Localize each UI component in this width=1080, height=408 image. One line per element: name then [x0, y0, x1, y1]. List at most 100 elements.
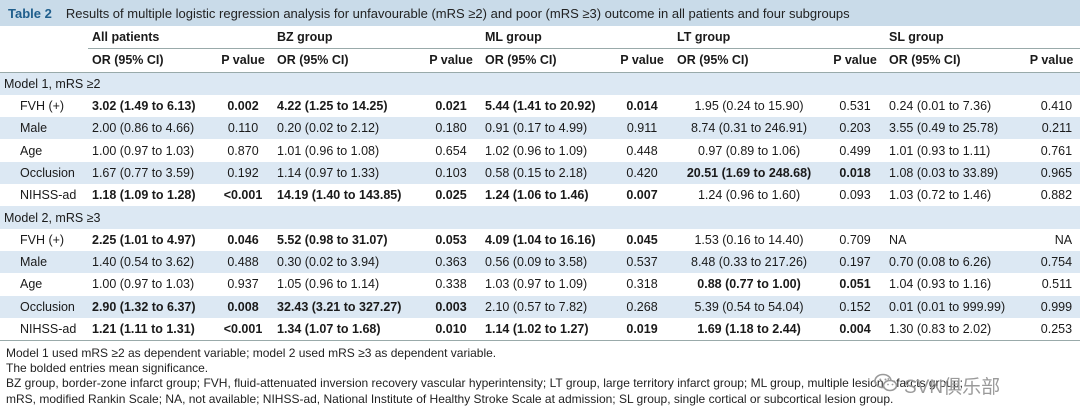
or-cell: 0.01 (0.01 to 999.99) — [885, 295, 1024, 318]
or-cell: 3.02 (1.49 to 6.13) — [92, 99, 196, 114]
or-cell: 1.08 (0.03 to 33.89) — [885, 161, 1024, 185]
p-value-cell: 0.448 — [626, 143, 658, 158]
p-column-header: P value — [421, 48, 482, 73]
group-header: LT group — [673, 26, 886, 50]
p-value-cell: 0.318 — [626, 277, 658, 292]
or-column-header: OR (95% CI) — [481, 48, 612, 73]
or-cell: 1.14 (1.02 to 1.27) — [481, 317, 612, 342]
or-cell: 1.95 (0.24 to 15.90) — [694, 99, 804, 114]
or-cell: 0.70 (0.08 to 6.26) — [885, 250, 1024, 274]
p-value-cell: 0.110 — [213, 117, 273, 140]
p-column-header: P value — [213, 48, 273, 73]
variable-label: Occlusion — [0, 161, 88, 185]
or-cell: 1.01 (0.96 to 1.08) — [277, 143, 380, 158]
or-cell: 1.40 (0.54 to 3.62) — [88, 250, 213, 274]
p-value-cell: 0.025 — [435, 188, 467, 203]
or-cell: 20.51 (1.69 to 248.68) — [673, 161, 826, 185]
or-cell: 1.02 (0.96 to 1.09) — [485, 143, 588, 158]
p-value-cell: 0.268 — [611, 295, 674, 318]
p-value-cell: 0.537 — [611, 250, 674, 274]
or-cell: 1.67 (0.77 to 3.59) — [88, 161, 213, 185]
p-value-cell: 0.511 — [1041, 277, 1073, 292]
or-cell: 0.88 (0.77 to 1.00) — [697, 277, 801, 292]
table-row: Occlusion 2.90 (1.32 to 6.37) 0.008 32.43 (… — [0, 295, 1080, 318]
table-row: Male 2.00 (0.86 to 4.66) 0.110 0.20 (0.02 t… — [0, 117, 1080, 140]
or-cell: 1.24 (1.06 to 1.46) — [485, 188, 589, 203]
model-label: Model 2, mRS ≥3 — [0, 206, 1080, 229]
or-cell: 1.00 (0.97 to 1.03) — [92, 143, 195, 158]
or-cell: 32.43 (3.21 to 327.27) — [273, 295, 421, 318]
footnote: BZ group, border-zone infarct group; FVH… — [6, 376, 963, 391]
or-cell: 1.04 (0.93 to 1.16) — [889, 277, 992, 292]
or-cell: 2.90 (1.32 to 6.37) — [88, 295, 213, 318]
variable-label: Occlusion — [0, 295, 88, 318]
or-cell: 0.30 (0.02 to 3.94) — [273, 250, 421, 274]
p-value-cell: 0.010 — [421, 317, 482, 342]
p-value-cell: 0.754 — [1023, 250, 1080, 274]
table-footnotes: Model 1 used mRS ≥2 as dependent variabl… — [6, 346, 963, 407]
wechat-icon — [874, 373, 898, 399]
or-cell: 14.19 (1.40 to 143.85) — [277, 188, 402, 203]
p-value-cell: 0.882 — [1040, 188, 1073, 203]
or-cell: 1.18 (1.09 to 1.28) — [92, 188, 196, 203]
table-row: FVH (+) 2.25 (1.01 to 4.97) 0.046 5.52 (0.9… — [0, 229, 1080, 251]
p-value-cell: NA — [1054, 232, 1073, 247]
or-column-header: OR (95% CI) — [273, 48, 421, 73]
variable-label: Male — [0, 250, 88, 274]
table-tag: Table 2 — [8, 5, 52, 21]
p-value-cell: 0.654 — [435, 143, 467, 158]
or-cell: 3.55 (0.49 to 25.78) — [885, 117, 1024, 140]
or-cell: 0.20 (0.02 to 2.12) — [273, 117, 421, 140]
or-cell: 5.44 (1.41 to 20.92) — [485, 99, 596, 114]
p-value-cell: 0.045 — [626, 232, 658, 247]
p-value-cell: 0.531 — [839, 99, 871, 114]
or-cell: 0.97 (0.89 to 1.06) — [697, 143, 801, 158]
p-value-cell: 0.014 — [626, 99, 658, 114]
model-label: Model 1, mRS ≥2 — [0, 72, 1080, 95]
table-row: Age 1.00 (0.97 to 1.03) 0.937 1.05 (0.96 to… — [0, 273, 1080, 295]
or-cell: 1.14 (0.97 to 1.33) — [273, 161, 421, 185]
p-value-cell: 0.253 — [1023, 317, 1080, 342]
p-value-cell: 0.053 — [435, 232, 467, 247]
table-title-bar: Table 2 Results of multiple logistic reg… — [0, 0, 1080, 26]
table-row: Age 1.00 (0.97 to 1.03) 0.870 1.01 (0.96 to… — [0, 139, 1080, 161]
or-cell: 4.22 (1.25 to 14.25) — [277, 99, 388, 114]
p-value-cell: 0.093 — [839, 188, 871, 203]
p-value-cell: 0.709 — [839, 232, 871, 247]
variable-label: FVH (+) — [20, 99, 65, 114]
watermark-text: SVN俱乐部 — [904, 377, 1001, 398]
variable-label: NIHSS-ad — [20, 188, 77, 203]
p-value-cell: 0.999 — [1023, 295, 1080, 318]
p-value-cell: <0.001 — [223, 188, 263, 203]
p-value-cell: 0.488 — [213, 250, 273, 274]
or-cell: 1.21 (1.11 to 1.31) — [88, 317, 213, 342]
p-value-cell: 0.003 — [421, 295, 482, 318]
or-cell: 1.53 (0.16 to 14.40) — [694, 232, 804, 247]
or-cell: 1.00 (0.97 to 1.03) — [92, 277, 195, 292]
p-value-cell: 0.911 — [611, 117, 674, 140]
variable-label: FVH (+) — [20, 232, 65, 247]
table-row: Male 1.40 (0.54 to 3.62) 0.488 0.30 (0.02 t… — [0, 250, 1080, 274]
p-value-cell: 0.004 — [825, 317, 886, 342]
or-cell: 1.05 (0.96 to 1.14) — [277, 277, 380, 292]
p-value-cell: 0.051 — [839, 277, 871, 292]
or-cell: 2.00 (0.86 to 4.66) — [88, 117, 213, 140]
group-header-row: All patients BZ group ML group LT group … — [0, 26, 1080, 50]
p-column-header: P value — [611, 48, 674, 73]
p-value-cell: 0.046 — [227, 232, 259, 247]
p-value-cell: 0.870 — [227, 143, 259, 158]
table-row: FVH (+) 3.02 (1.49 to 6.13) 0.002 4.22 (1.2… — [0, 95, 1080, 117]
p-value-cell: 0.211 — [1023, 117, 1080, 140]
or-cell: 0.58 (0.15 to 2.18) — [481, 161, 612, 185]
variable-label: NIHSS-ad — [0, 317, 88, 342]
p-value-cell: 0.410 — [1040, 99, 1073, 114]
table-row: Occlusion 1.67 (0.77 to 3.59) 0.192 1.14 (0… — [0, 161, 1080, 185]
or-column-header: OR (95% CI) — [885, 48, 1024, 73]
p-column-header: P value — [1023, 48, 1080, 73]
p-value-cell: 0.937 — [227, 277, 259, 292]
footnote: Model 1 used mRS ≥2 as dependent variabl… — [6, 346, 497, 360]
p-value-cell: 0.018 — [825, 161, 886, 185]
regression-table: All patients BZ group ML group LT group … — [0, 26, 1080, 342]
or-column-header: OR (95% CI) — [88, 48, 213, 73]
model-row: Model 2, mRS ≥3 — [0, 206, 1080, 229]
